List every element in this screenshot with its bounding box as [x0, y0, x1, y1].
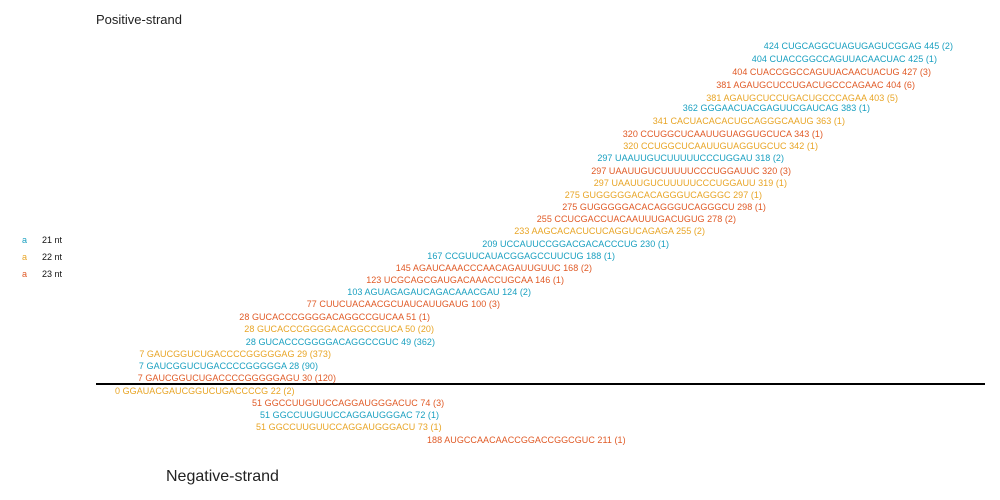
pos-read-1: 424 CUGCAGGCUAGUGAGUCGGAG 445 (2) [763, 41, 953, 51]
pos-read-6: 362 GGGAACUACGAGUUCGAUCAG 383 (1) [682, 103, 870, 113]
neg-read-1: 0 GGAUACGAUCGGUCUGACCCCG 22 (2) [115, 386, 295, 396]
pos-read-2: 404 CUACCGGCCAGUUACAACUAC 425 (1) [751, 54, 937, 64]
pos-read-28: 7 GAUCGGUCUGACCCCGGGGGAGU 30 (120) [137, 373, 336, 383]
pos-read-19: 145 AGAUCAAACCCAACAGAUUGUUC 168 (2) [395, 263, 592, 273]
legend-swatch-21nt: a [22, 235, 28, 245]
pos-read-10: 297 UAAUUGUCUUUUUCCCUGGAU 318 (2) [597, 153, 784, 163]
neg-read-5: 188 AUGCCAACAACCGGACCGGCGUC 211 (1) [427, 435, 626, 445]
legend-label-22nt: 22 nt [42, 252, 63, 262]
pos-read-14: 275 GUGGGGGACACAGGGUCAGGGCU 298 (1) [562, 202, 766, 212]
legend-label-21nt: 21 nt [42, 235, 63, 245]
pos-read-25: 28 GUCACCCGGGGACAGGCCGUC 49 (362) [245, 337, 435, 347]
neg-read-4: 51 GGCCUUGUUCCAGGAUGGGACU 73 (1) [256, 422, 442, 432]
pos-read-17: 209 UCCAUUCCGGACGACACCCUG 230 (1) [482, 239, 669, 249]
pos-read-12: 297 UAAUUGUCUUUUUCCCUGGAUU 319 (1) [593, 178, 787, 188]
legend-item-21nt: a 21 nt [22, 235, 62, 249]
pos-read-20: 123 UCGCAGCGAUGACAAACCUGCAA 146 (1) [366, 275, 564, 285]
pos-read-9: 320 CCUGGCUCAAUUGUAGGUGCUC 342 (1) [623, 141, 818, 151]
pos-read-15: 255 CCUCGACCUACAAUUUGACUGUG 278 (2) [536, 214, 736, 224]
legend-label-23nt: 23 nt [42, 269, 63, 279]
pos-read-4: 381 AGAUGCUCCUGACUGCCCAGAAC 404 (6) [716, 80, 915, 90]
pos-read-3: 404 CUACCGGCCAGUUACAACUACUG 427 (3) [732, 67, 931, 77]
pos-read-22: 77 CUUCUACAACGCUAUCAUUGAUG 100 (3) [306, 299, 500, 309]
pos-read-7: 341 CACUACACACUGCAGGGCAAUG 363 (1) [652, 116, 845, 126]
pos-read-21: 103 AGUAGAGAUCAGACAAACGAU 124 (2) [347, 287, 531, 297]
legend-swatch-22nt: a [22, 252, 28, 262]
pos-read-5: 381 AGAUGCUCCUGACUGCCCAGAA 403 (5) [706, 93, 898, 103]
pos-read-27: 7 GAUCGGUCUGACCCCGGGGGA 28 (90) [138, 361, 318, 371]
pos-read-16: 233 AAGCACACUCUCAGGUCAGAGA 255 (2) [514, 226, 705, 236]
pos-read-18: 167 CCGUUCAUACGGAGCCUUCUG 188 (1) [427, 251, 615, 261]
neg-read-2: 51 GGCCUUGUUCCAGGAUGGGACUC 74 (3) [252, 398, 445, 408]
pos-read-24: 28 GUCACCCGGGGACAGGCCGUCA 50 (20) [244, 324, 434, 334]
neg-read-3: 51 GGCCUUGUUCCAGGAUGGGAC 72 (1) [260, 410, 440, 420]
legend-item-22nt: a 22 nt [22, 252, 62, 266]
pos-read-11: 297 UAAUUGUCUUUUUCCCUGGAUUC 320 (3) [591, 166, 791, 176]
genome-axis-line [96, 383, 985, 385]
legend-item-23nt: a 23 nt [22, 269, 62, 283]
legend-swatch-23nt: a [22, 269, 28, 279]
pos-read-26: 7 GAUCGGUCUGACCCCGGGGGAG 29 (373) [139, 349, 331, 359]
pos-read-8: 320 CCUGGCUCAAUUGUAGGUGCUCA 343 (1) [622, 129, 823, 139]
positive-strand-label: Positive-strand [96, 12, 182, 27]
pos-read-13: 275 GUGGGGGACACAGGGUCAGGGC 297 (1) [564, 190, 762, 200]
negative-strand-label: Negative-strand [166, 468, 279, 485]
pos-read-23: 28 GUCACCCGGGGACAGGCCGUCAA 51 (1) [239, 312, 430, 322]
